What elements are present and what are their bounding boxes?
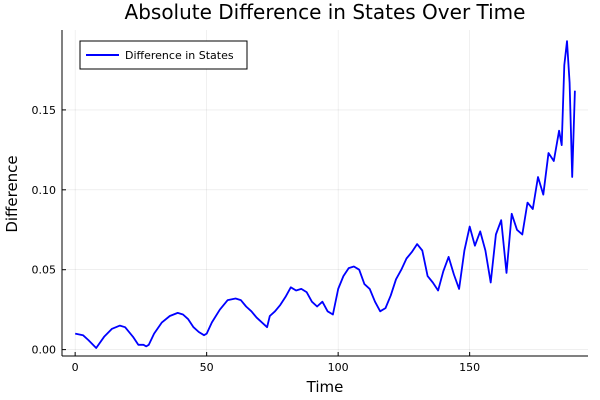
- legend-label: Difference in States: [125, 49, 234, 62]
- y-tick-label: 0.00: [32, 344, 57, 357]
- x-tick-label: 50: [200, 361, 214, 374]
- y-tick-label: 0.05: [32, 264, 57, 277]
- axes: [61, 30, 588, 357]
- grid-lines: [62, 30, 588, 356]
- tick-labels: 0 50 100 150 0.00 0.05 0.10 0.15: [32, 104, 481, 374]
- y-tick-label: 0.10: [32, 184, 57, 197]
- y-tick-label: 0.15: [32, 104, 57, 117]
- legend: Difference in States: [79, 40, 248, 70]
- series-line: [75, 40, 576, 349]
- x-axis-label: Time: [306, 378, 344, 396]
- x-tick-label: 150: [459, 361, 480, 374]
- x-tick-label: 100: [328, 361, 349, 374]
- x-tick-label: 0: [72, 361, 79, 374]
- chart-title: Absolute Difference in States Over Time: [125, 0, 526, 24]
- series-layer: [75, 40, 576, 349]
- y-axis-label: Difference: [3, 155, 21, 232]
